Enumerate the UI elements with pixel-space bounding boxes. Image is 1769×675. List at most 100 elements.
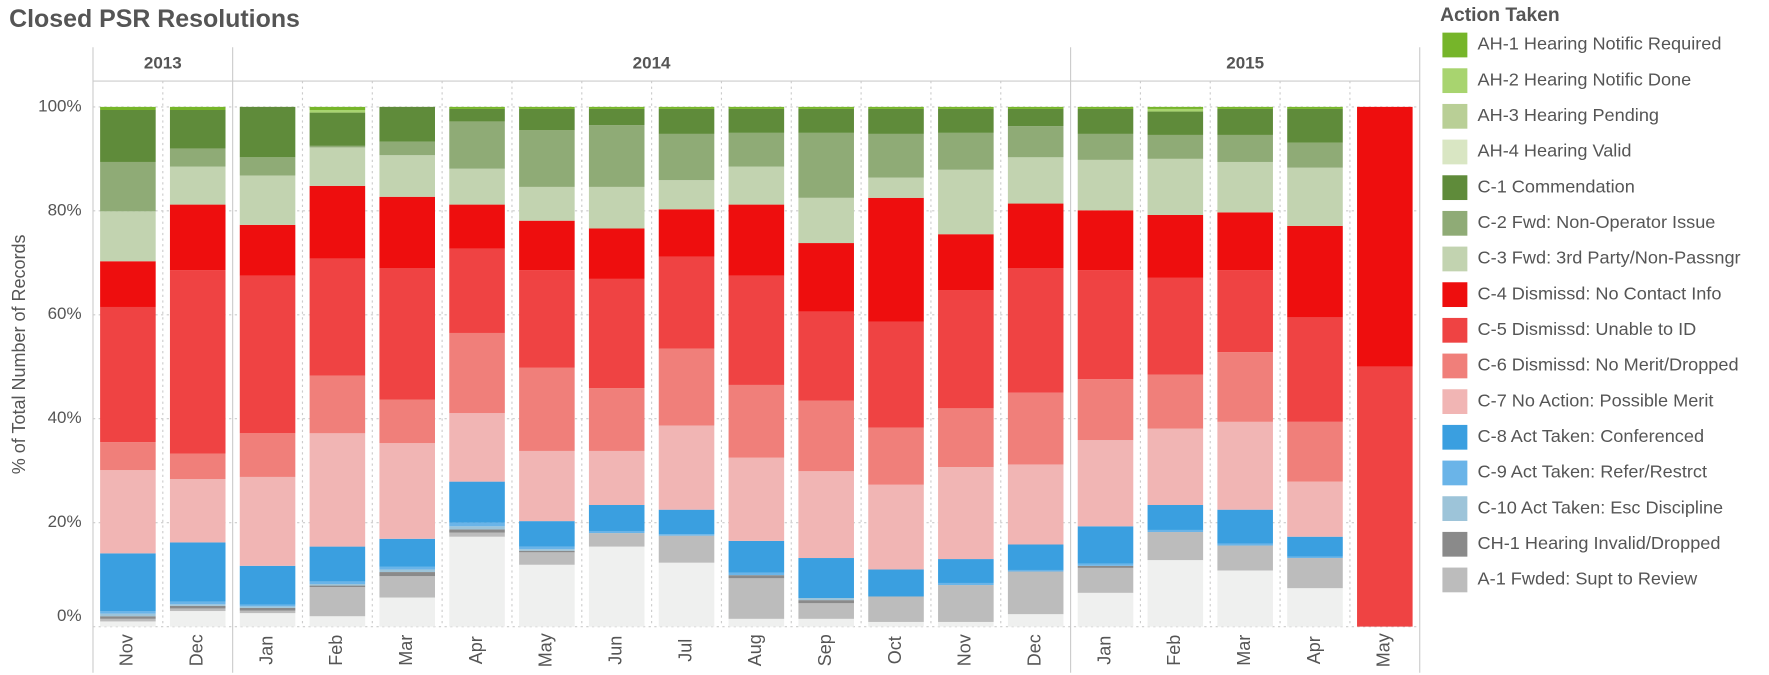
bar-segment: [379, 569, 435, 573]
bar-segment: [239, 476, 296, 566]
bar-segment: [1217, 161, 1273, 213]
x-tick-label: Aug: [745, 634, 765, 666]
bar-segment: [309, 147, 366, 186]
bar-segment: [1077, 592, 1134, 627]
bar-segment: [379, 141, 435, 156]
bar-segment: [1147, 134, 1204, 159]
bar-segment: [100, 106, 156, 110]
bar-segment: [798, 558, 854, 599]
x-tick-label: Jan: [1094, 636, 1114, 665]
bar-segment: [519, 270, 575, 368]
bar-segment: [379, 576, 435, 598]
legend-swatch: [1442, 68, 1468, 94]
x-tick-label: Jun: [605, 636, 625, 665]
y-tick-label: 0%: [57, 606, 82, 625]
bar-segment: [868, 484, 924, 570]
bar-segment: [1147, 108, 1204, 112]
bar-segment: [519, 130, 575, 187]
bar-segment: [798, 132, 854, 198]
bar-segment: [100, 109, 156, 162]
y-tick-label: 20%: [48, 512, 82, 531]
legend-label: CH-1 Hearing Invalid/Dropped: [1478, 533, 1721, 553]
legend-swatch: [1442, 353, 1468, 379]
bar-segment: [449, 248, 505, 333]
bar-segment: [519, 106, 575, 109]
bar-segment: [658, 348, 715, 426]
bar-segment: [100, 553, 156, 612]
year-label: 2013: [144, 54, 182, 73]
bar-segment: [1287, 106, 1343, 109]
bar-segment: [1147, 111, 1204, 135]
bar-segment: [1217, 352, 1273, 422]
bar-segment: [379, 566, 435, 570]
bar-segment: [169, 479, 226, 543]
bar-segment: [1357, 366, 1413, 627]
bar-segment: [1007, 614, 1064, 627]
bar-segment: [100, 261, 156, 307]
bar-segment: [658, 108, 715, 134]
bar-segment: [100, 306, 156, 443]
bar-segment: [938, 408, 994, 468]
bar-segment: [379, 155, 435, 197]
bar-segment: [868, 569, 924, 597]
bar-segment: [309, 109, 366, 113]
bar-segment: [1287, 588, 1343, 627]
bar-segment: [1077, 567, 1134, 593]
bar-segment: [798, 600, 854, 604]
bar-segment: [519, 450, 575, 522]
bar-segment: [588, 505, 645, 531]
bar-segment: [1077, 563, 1134, 566]
bar-segment: [1147, 214, 1204, 278]
bar-segment: [868, 596, 924, 622]
bar-segment: [100, 613, 156, 617]
bar-segment: [728, 106, 785, 109]
bar-segment: [1217, 270, 1273, 353]
bar-segment: [1007, 464, 1064, 545]
bar-segment: [658, 180, 715, 210]
bar-segment: [100, 161, 156, 212]
bar-segment: [449, 332, 505, 414]
bar-segment: [309, 546, 366, 582]
x-tick-label: May: [536, 633, 556, 667]
x-tick-label: Dec: [1024, 634, 1044, 666]
bar-segment: [519, 564, 575, 627]
legend-label: C-7 No Action: Possible Merit: [1478, 390, 1714, 410]
bar-segment: [169, 270, 226, 454]
bar-segment: [1077, 440, 1134, 527]
bar-segment: [239, 565, 296, 605]
legend-swatch: [1442, 460, 1468, 486]
bar-segment: [309, 584, 366, 586]
bar-segment: [449, 106, 505, 109]
bar-segment: [658, 256, 715, 349]
bar-segment: [1287, 558, 1343, 589]
bar-segment: [449, 204, 505, 249]
bar-segment: [658, 562, 715, 627]
bar-segment: [588, 186, 645, 229]
bar-segment: [239, 224, 296, 276]
chart-title: Closed PSR Resolutions: [9, 6, 300, 33]
x-tick-label: Mar: [396, 635, 416, 666]
bar-segment: [728, 108, 785, 133]
y-tick-label: 60%: [48, 304, 82, 323]
bar-segment: [239, 613, 296, 627]
bar-segment: [1007, 569, 1064, 572]
bar-segment: [1287, 421, 1343, 482]
bar-segment: [588, 530, 645, 534]
bar-segment: [1147, 374, 1204, 429]
bar-segment: [588, 533, 645, 547]
x-tick-label: Nov: [117, 634, 137, 666]
bar-segment: [519, 186, 575, 221]
bar-segment: [449, 522, 505, 527]
bar-segment: [449, 481, 505, 523]
legend-label: AH-1 Hearing Notific Required: [1478, 34, 1722, 54]
bar-segment: [1077, 106, 1134, 109]
bar-segment: [588, 546, 645, 627]
bar-segment: [1147, 505, 1204, 530]
bar-segment: [938, 467, 994, 560]
bar-segment: [1077, 270, 1134, 380]
bar-segment: [1147, 560, 1204, 627]
bar-segment: [449, 526, 505, 530]
legend-swatch: [1442, 32, 1468, 58]
bar-segment: [1077, 210, 1134, 271]
